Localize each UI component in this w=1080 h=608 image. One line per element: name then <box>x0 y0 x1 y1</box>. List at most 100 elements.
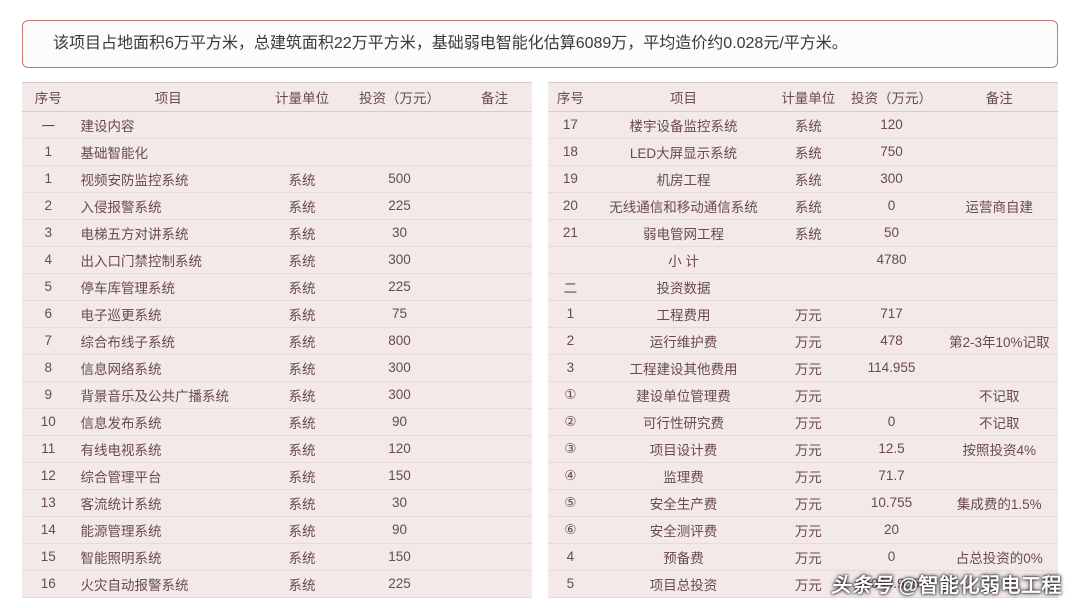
cell-invest: 12.5 <box>842 435 940 462</box>
cell-note: 不记取 <box>941 381 1058 408</box>
cell-note: 第2-3年10%记取 <box>941 327 1058 354</box>
cell-invest: 225 <box>342 570 457 597</box>
cell-invest: 30 <box>342 489 457 516</box>
cell-seq: 1 <box>22 165 75 192</box>
cell-unit: 系统 <box>262 246 342 273</box>
cell-note: 集成费的1.5% <box>941 489 1058 516</box>
cell-note <box>457 273 532 300</box>
cell-name: 综合布线子系统 <box>75 327 263 354</box>
cell-seq: 21 <box>548 219 593 246</box>
col-seq: 序号 <box>22 82 75 111</box>
cell-seq: 14 <box>22 516 75 543</box>
cell-invest: 300 <box>342 246 457 273</box>
cell-invest: 120 <box>842 111 940 138</box>
cell-name: 停车库管理系统 <box>75 273 263 300</box>
table-row: 小 计 4780 <box>548 246 1058 273</box>
cell-invest: 0 <box>842 408 940 435</box>
cell-unit: 系统 <box>262 381 342 408</box>
cell-unit: 万元 <box>774 489 842 516</box>
cell-name: 能源管理系统 <box>75 516 263 543</box>
cell-seq: 19 <box>548 165 593 192</box>
cell-invest: 750 <box>842 138 940 165</box>
table-row: 二投资数据 <box>548 273 1058 300</box>
cell-name: 工程建设其他费用 <box>593 354 774 381</box>
cell-note <box>457 192 532 219</box>
table-row: 10信息发布系统系统90 <box>22 408 532 435</box>
cell-note: 按照投资4% <box>941 435 1058 462</box>
cell-note <box>457 516 532 543</box>
cell-invest: 4780 <box>842 246 940 273</box>
table-row: 13客流统计系统系统30 <box>22 489 532 516</box>
cell-invest: 800 <box>342 327 457 354</box>
cell-unit: 万元 <box>774 327 842 354</box>
cell-unit: 系统 <box>262 354 342 381</box>
cell-name: 工程费用 <box>593 300 774 327</box>
cell-invest: 30 <box>342 219 457 246</box>
cell-name: 火灾自动报警系统 <box>75 570 263 597</box>
cell-name: 客流统计系统 <box>75 489 263 516</box>
table-row: 15智能照明系统系统150 <box>22 543 532 570</box>
cell-note <box>941 273 1058 300</box>
col-unit: 计量单位 <box>262 82 342 111</box>
col-name: 项目 <box>593 82 774 111</box>
cell-unit: 系统 <box>262 570 342 597</box>
cell-unit: 系统 <box>262 408 342 435</box>
cell-invest: 225 <box>342 192 457 219</box>
cell-name: 项目设计费 <box>593 435 774 462</box>
cell-invest: 717 <box>842 300 940 327</box>
cell-seq: 11 <box>22 435 75 462</box>
table-row: ⑤安全生产费万元10.755集成费的1.5% <box>548 489 1058 516</box>
cell-name: 小 计 <box>593 246 774 273</box>
tables-container: 序号 项目 计量单位 投资（万元） 备注 一建设内容1基础智能化1视频安防监控系… <box>22 82 1058 598</box>
table-row: 3电梯五方对讲系统系统30 <box>22 219 532 246</box>
cell-name: 安全生产费 <box>593 489 774 516</box>
table-row: 2运行维护费万元478第2-3年10%记取 <box>548 327 1058 354</box>
cell-note <box>941 138 1058 165</box>
table-row: 21弱电管网工程系统50 <box>548 219 1058 246</box>
cell-name: 安全测评费 <box>593 516 774 543</box>
cell-note <box>457 165 532 192</box>
cell-name: 有线电视系统 <box>75 435 263 462</box>
cell-invest: 300 <box>842 165 940 192</box>
table-row: 4出入口门禁控制系统系统300 <box>22 246 532 273</box>
cell-unit: 系统 <box>262 165 342 192</box>
watermark-handle: @智能化弱电工程 <box>898 575 1062 597</box>
cell-unit: 系统 <box>774 192 842 219</box>
table-row: 11有线电视系统系统120 <box>22 435 532 462</box>
cell-note <box>941 219 1058 246</box>
cell-invest: 478 <box>842 327 940 354</box>
cell-seq: ④ <box>548 462 593 489</box>
cell-note <box>941 516 1058 543</box>
table-row: ②可行性研究费万元0不记取 <box>548 408 1058 435</box>
cell-seq: 13 <box>22 489 75 516</box>
cell-invest <box>342 111 457 138</box>
cell-seq: 16 <box>22 570 75 597</box>
cell-note <box>941 462 1058 489</box>
cell-note <box>941 300 1058 327</box>
right-table-wrap: 序号 项目 计量单位 投资（万元） 备注 17楼宇设备监控系统系统12018LE… <box>548 82 1058 598</box>
cell-seq: 二 <box>548 273 593 300</box>
cell-unit <box>774 246 842 273</box>
cell-note <box>457 111 532 138</box>
cell-unit: 万元 <box>774 354 842 381</box>
watermark: 头条号 @智能化弱电工程 <box>831 569 1062 598</box>
cell-seq: 12 <box>22 462 75 489</box>
summary-text: 该项目占地面积6万平方米，总建筑面积22万平方米，基础弱电智能化估算6089万，… <box>37 35 848 52</box>
cell-seq: 3 <box>548 354 593 381</box>
col-seq: 序号 <box>548 82 593 111</box>
cell-name: 背景音乐及公共广播系统 <box>75 381 263 408</box>
cell-invest <box>342 138 457 165</box>
cell-note <box>457 354 532 381</box>
cell-name: 投资数据 <box>593 273 774 300</box>
table-row: ⑥安全测评费万元20 <box>548 516 1058 543</box>
cell-note <box>457 435 532 462</box>
summary-box: 该项目占地面积6万平方米，总建筑面积22万平方米，基础弱电智能化估算6089万，… <box>22 20 1058 68</box>
cell-note <box>941 354 1058 381</box>
cell-unit: 万元 <box>774 543 842 570</box>
cell-unit: 万元 <box>774 300 842 327</box>
table-row: 17楼宇设备监控系统系统120 <box>548 111 1058 138</box>
cell-name: 综合管理平台 <box>75 462 263 489</box>
table-row: 18LED大屏显示系统系统750 <box>548 138 1058 165</box>
cell-note <box>457 246 532 273</box>
table-row: 4预备费万元0占总投资的0% <box>548 543 1058 570</box>
